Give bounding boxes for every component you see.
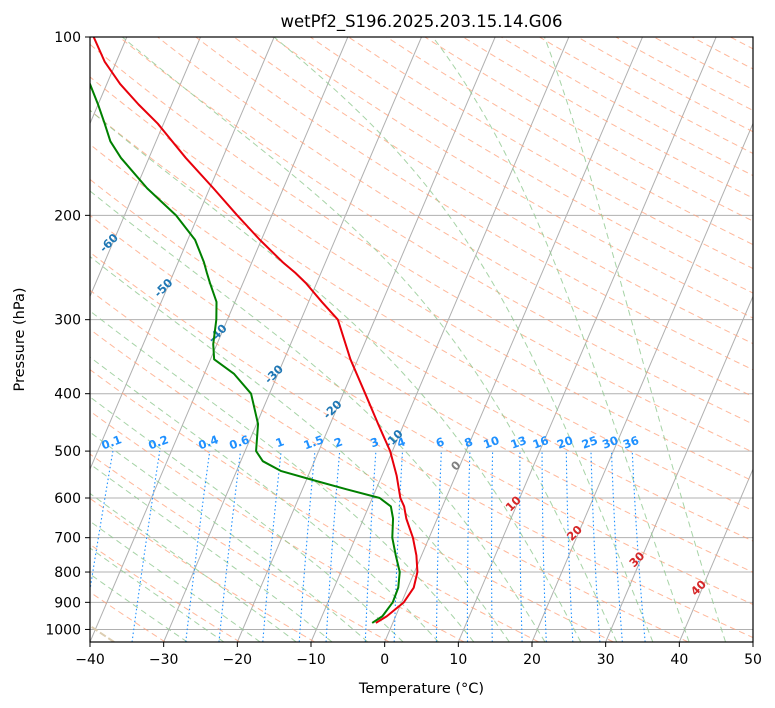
x-tick-label: 20 bbox=[523, 652, 541, 668]
moist-adiabat bbox=[90, 310, 475, 642]
dry-adiabat bbox=[157, 37, 753, 398]
dry-adiabat bbox=[90, 328, 614, 642]
y-tick-label: 200 bbox=[54, 208, 81, 224]
isotherm-line bbox=[310, 37, 570, 642]
moist-adiabat bbox=[90, 356, 439, 642]
x-tick-label: −40 bbox=[75, 652, 105, 668]
mixing-ratio-line bbox=[262, 451, 282, 642]
mixing-ratio-label: 13 bbox=[509, 433, 529, 452]
x-axis-title: Temperature (°C) bbox=[358, 681, 484, 697]
dry-adiabat bbox=[90, 43, 753, 453]
isotherm-line bbox=[90, 37, 349, 642]
y-tick-label: 600 bbox=[54, 491, 81, 507]
isotherm-line bbox=[605, 295, 753, 642]
mixing-ratio-label: 16 bbox=[531, 433, 551, 452]
mixing-ratio-label: 30 bbox=[600, 433, 620, 452]
temperature-profile bbox=[92, 37, 419, 624]
y-tick-label: 300 bbox=[54, 313, 81, 329]
x-tick-label: 30 bbox=[597, 652, 615, 668]
dry-adiabat bbox=[233, 37, 753, 345]
plot-area: 0.10.20.40.611.52346810131620253036-100-… bbox=[90, 37, 753, 642]
moist-adiabat bbox=[90, 547, 225, 642]
moist-adiabat bbox=[544, 37, 727, 642]
dry-adiabat bbox=[195, 37, 753, 371]
x-tick-label: −10 bbox=[296, 652, 326, 668]
dry-adiabat bbox=[90, 251, 753, 639]
isotherm-line bbox=[236, 37, 496, 642]
moist-adiabat bbox=[90, 255, 510, 642]
isotherm-line bbox=[678, 467, 753, 642]
plot-frame bbox=[89, 36, 754, 643]
x-tick-label: −20 bbox=[223, 652, 253, 668]
mixing-ratio-line bbox=[185, 451, 211, 642]
mixing-ratio-line bbox=[90, 451, 114, 594]
mixing-ratio-label: 25 bbox=[580, 433, 600, 452]
mixing-ratio-line bbox=[298, 451, 316, 642]
y-tick-label: 700 bbox=[54, 531, 81, 547]
x-tick-label: 0 bbox=[380, 652, 389, 668]
mixing-ratio-label: 0.4 bbox=[196, 432, 220, 452]
isotherm-line bbox=[531, 122, 753, 642]
moist-adiabat bbox=[90, 431, 368, 642]
x-tick-label: 10 bbox=[449, 652, 467, 668]
mixing-ratio-label: 0.1 bbox=[100, 432, 124, 452]
moist-adiabat bbox=[90, 396, 404, 642]
mixing-ratio-line bbox=[131, 451, 161, 642]
y-tick-label: 500 bbox=[54, 444, 81, 460]
moist-adiabat bbox=[273, 37, 654, 642]
dry-adiabat bbox=[90, 497, 315, 642]
chart-title: wetPf2_S196.2025.203.15.14.G06 bbox=[280, 12, 562, 32]
y-axis-title: Pressure (hPa) bbox=[12, 287, 28, 391]
mixing-ratio-label: 10 bbox=[481, 433, 501, 452]
moist-adiabat bbox=[121, 37, 618, 642]
mixing-ratio-label: 0.2 bbox=[146, 432, 170, 452]
mixing-ratio-label: 36 bbox=[621, 433, 641, 452]
isotherm-line bbox=[90, 37, 275, 471]
axis-ticks: −40 −30 −20 −10 0 10 20 30 40 50 100 200 300 400 500 60… bbox=[45, 30, 762, 668]
x-tick-label: −30 bbox=[149, 652, 179, 668]
isotherm-line bbox=[90, 37, 201, 298]
y-tick-label: 100 bbox=[54, 30, 81, 46]
moist-adiabat bbox=[90, 492, 297, 642]
mixing-ratio-label: 1.5 bbox=[302, 432, 326, 452]
dry-adiabat bbox=[90, 76, 753, 482]
mixing-ratio-label: 0.6 bbox=[227, 432, 251, 452]
isotherm-line bbox=[457, 37, 717, 642]
x-tick-label: 40 bbox=[670, 652, 688, 668]
y-tick-label: 1000 bbox=[45, 622, 81, 638]
moist-adiabat bbox=[432, 37, 690, 642]
dry-adiabat bbox=[90, 214, 753, 605]
x-tick-label: 50 bbox=[744, 652, 762, 668]
y-tick-label: 900 bbox=[54, 595, 81, 611]
mixing-ratio-label: 20 bbox=[555, 433, 575, 452]
y-tick-label: 400 bbox=[54, 387, 81, 403]
isotherm-line bbox=[384, 37, 643, 642]
moist-adiabat bbox=[90, 520, 261, 642]
moist-adiabat bbox=[90, 463, 333, 642]
mixing-ratio-line bbox=[218, 451, 242, 642]
moist-adiabat bbox=[90, 573, 188, 642]
y-tick-label: 800 bbox=[54, 565, 81, 581]
isotherm-line bbox=[163, 37, 422, 642]
dry-adiabat bbox=[90, 289, 689, 642]
dewpoint-profile bbox=[90, 81, 401, 624]
dry-adiabat bbox=[90, 369, 539, 642]
